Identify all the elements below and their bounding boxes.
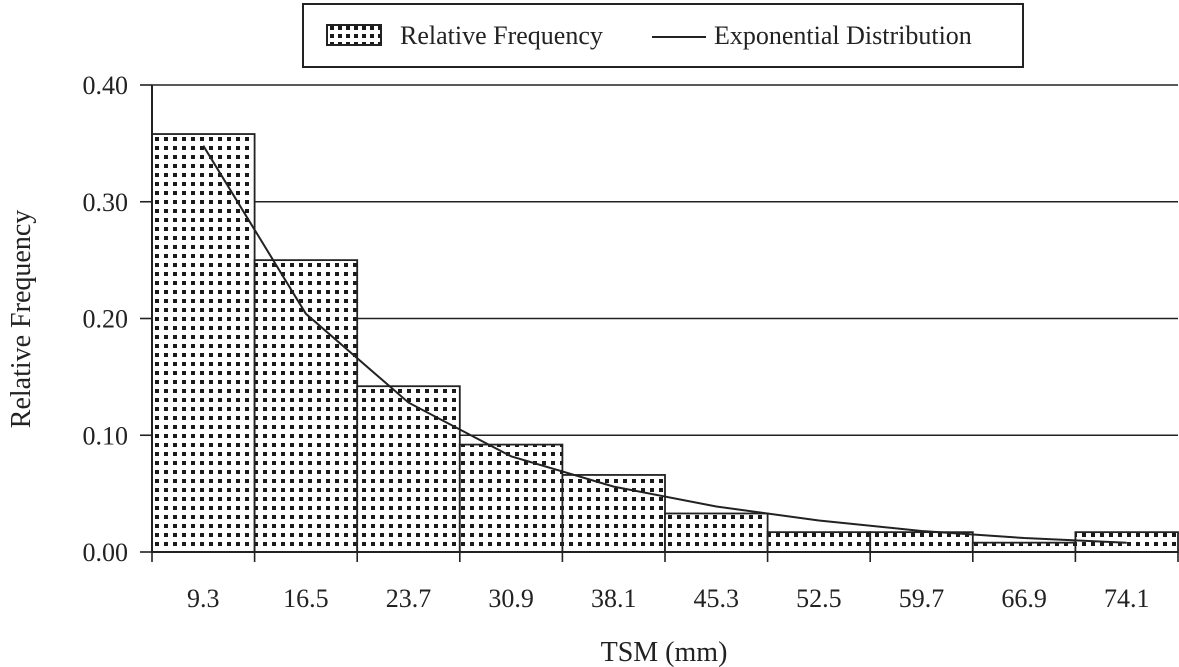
x-tick-labels: 9.3 16.5 23.7 30.9 38.1 45.3 52.5 59.7 66.9 74.1 xyxy=(187,584,1149,613)
legend: Relative Frequency Exponential Distribut… xyxy=(302,3,1024,68)
y-axis-title: Relative Frequency xyxy=(6,210,37,428)
x-tick-label: 59.7 xyxy=(899,584,945,613)
bar xyxy=(356,385,461,553)
y-tick-label: 0.20 xyxy=(83,305,129,334)
y-tick-label: 0.10 xyxy=(83,421,129,450)
x-tick-label: 74.1 xyxy=(1104,584,1150,613)
y-tick-label: 0.00 xyxy=(83,538,129,567)
bar xyxy=(561,474,666,553)
exponential-line xyxy=(202,145,1127,544)
legend-label-line: Exponential Distribution xyxy=(714,21,972,50)
bar xyxy=(458,443,564,553)
bar xyxy=(766,531,872,553)
bar xyxy=(869,531,974,553)
y-tick-label: 0.40 xyxy=(83,71,129,100)
legend-box xyxy=(302,3,1024,68)
x-tick-label: 66.9 xyxy=(1001,584,1047,613)
line-series xyxy=(202,145,1127,544)
y-tick-label: 0.30 xyxy=(83,188,129,217)
bar xyxy=(664,512,769,553)
x-tick-label: 16.5 xyxy=(283,584,329,613)
x-tick-label: 38.1 xyxy=(591,584,637,613)
bars xyxy=(151,133,1179,553)
x-tick-label: 52.5 xyxy=(796,584,842,613)
legend-label-bars: Relative Frequency xyxy=(400,21,603,50)
x-tick-label: 9.3 xyxy=(187,584,220,613)
bar xyxy=(253,259,359,553)
x-tick-label: 45.3 xyxy=(694,584,740,613)
bar xyxy=(971,541,1077,553)
x-tick-label: 30.9 xyxy=(488,584,534,613)
y-tick-labels: 0.00 0.10 0.20 0.30 0.40 xyxy=(83,71,129,567)
legend-bar-swatch xyxy=(326,24,382,46)
x-tick-label: 23.7 xyxy=(386,584,432,613)
axes xyxy=(151,85,1179,562)
x-axis-title: TSM (mm) xyxy=(601,637,728,667)
bar xyxy=(151,133,256,553)
